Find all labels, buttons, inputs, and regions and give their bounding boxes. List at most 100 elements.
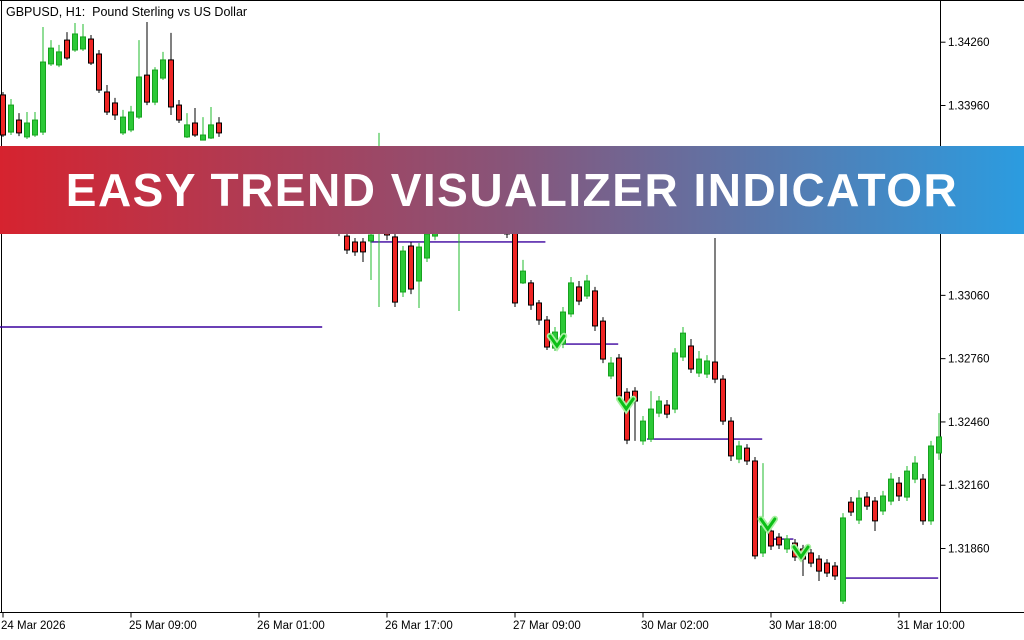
- candle-body: [344, 235, 350, 251]
- candle-body: [888, 478, 894, 502]
- candle-body: [768, 530, 774, 547]
- x-axis-label: 26 Mar 17:00: [385, 620, 453, 632]
- candle-body: [48, 47, 54, 65]
- candle-body: [208, 124, 214, 139]
- candle-body: [712, 361, 718, 380]
- candle-body: [40, 61, 46, 133]
- candle-body: [176, 104, 182, 121]
- sell-arrow-icon[interactable]: [792, 545, 810, 560]
- candle-body: [640, 420, 646, 442]
- candle-body: [112, 102, 118, 116]
- y-axis-label: 1.34260: [948, 37, 990, 49]
- candle-body: [872, 500, 878, 522]
- sell-arrow-icon[interactable]: [617, 397, 635, 412]
- candle-body: [192, 122, 198, 136]
- candle-body: [512, 224, 518, 304]
- candle-body: [808, 552, 814, 564]
- candle-body: [528, 282, 534, 306]
- candle-body: [832, 565, 838, 577]
- candle-body: [576, 286, 582, 302]
- candle-body: [352, 241, 358, 253]
- candle-body: [896, 482, 902, 497]
- x-axis[interactable]: 24 Mar 2026 25 Mar 09:00 26 Mar 01:00 26 Ma…: [1, 612, 965, 633]
- candle-body: [200, 134, 206, 141]
- candle-body: [520, 270, 526, 284]
- candle-body: [848, 501, 854, 513]
- candle-body: [104, 91, 110, 113]
- candle-body: [736, 445, 742, 460]
- candle-body: [216, 122, 222, 134]
- candle-body: [696, 358, 702, 374]
- y-axis-label: 1.33060: [948, 290, 990, 302]
- x-axis-label: 26 Mar 01:00: [257, 620, 325, 632]
- candle-body: [928, 445, 934, 522]
- candle-body: [536, 302, 542, 321]
- x-axis-label: 31 Mar 10:00: [897, 620, 965, 632]
- candle-body: [360, 241, 366, 253]
- candle-body: [592, 290, 598, 327]
- candle-body: [8, 104, 14, 133]
- candle-body: [24, 122, 30, 138]
- y-axis-label: 1.32160: [948, 480, 990, 492]
- candle-body: [904, 470, 910, 498]
- candle-body: [64, 39, 70, 59]
- candle-body: [168, 59, 174, 108]
- candle-body: [864, 496, 870, 507]
- candle-body: [776, 536, 782, 546]
- candle-body: [0, 94, 6, 136]
- candle-body: [688, 345, 694, 370]
- candle-body: [656, 400, 662, 414]
- candle-body: [392, 236, 398, 303]
- y-axis-label: 1.33960: [948, 100, 990, 112]
- candle-body: [16, 119, 22, 134]
- candle-body: [368, 234, 374, 242]
- candle-body: [744, 447, 750, 462]
- candle-body: [408, 245, 414, 290]
- x-axis-label: 30 Mar 02:00: [641, 620, 709, 632]
- sell-arrow-icon[interactable]: [548, 334, 566, 349]
- y-axis-label: 1.32760: [948, 354, 990, 366]
- candle-body: [752, 460, 758, 557]
- candle-body: [584, 280, 590, 297]
- candle-body: [136, 76, 142, 118]
- candle-body: [720, 378, 726, 422]
- candle-body: [728, 420, 734, 457]
- candle-body: [920, 478, 926, 522]
- sell-arrow-icon[interactable]: [759, 517, 777, 532]
- candle-body: [616, 357, 622, 397]
- candle-body: [824, 562, 830, 574]
- candle-body: [912, 462, 918, 480]
- candle-body: [144, 74, 150, 103]
- candle-body: [88, 38, 94, 64]
- candle-body: [840, 517, 846, 602]
- y-axis-label: 1.31860: [948, 544, 990, 556]
- candle-body: [56, 51, 62, 66]
- y-axis[interactable]: 1.34260 1.33960 1.33060 1.32760 1.32460 1.321…: [940, 37, 990, 556]
- candle-body: [152, 69, 158, 103]
- candle-body: [568, 282, 574, 315]
- candle-body: [648, 408, 654, 440]
- candle-body: [816, 558, 822, 572]
- candle-body: [664, 404, 670, 415]
- candle-body: [672, 352, 678, 410]
- candle-body: [936, 436, 942, 454]
- candle-body: [600, 320, 606, 360]
- candle-body: [560, 311, 566, 345]
- candle-body: [424, 233, 430, 259]
- x-axis-label: 30 Mar 18:00: [769, 620, 837, 632]
- candle-body: [32, 119, 38, 136]
- candle-body: [400, 250, 406, 293]
- candle-body: [72, 33, 78, 51]
- candle-body: [416, 246, 422, 282]
- candle-body: [624, 391, 630, 441]
- candle-body: [856, 497, 862, 521]
- x-axis-label: 27 Mar 09:00: [513, 620, 581, 632]
- candle-body: [160, 59, 166, 79]
- indicator-banner-text: EASY TREND VISUALIZER INDICATOR: [65, 164, 959, 216]
- chart-symbol-title: GBPUSD, H1: Pound Sterling vs US Dollar: [6, 5, 248, 19]
- y-axis-label: 1.32460: [948, 417, 990, 429]
- candle-body: [96, 53, 102, 91]
- candle-body: [184, 124, 190, 138]
